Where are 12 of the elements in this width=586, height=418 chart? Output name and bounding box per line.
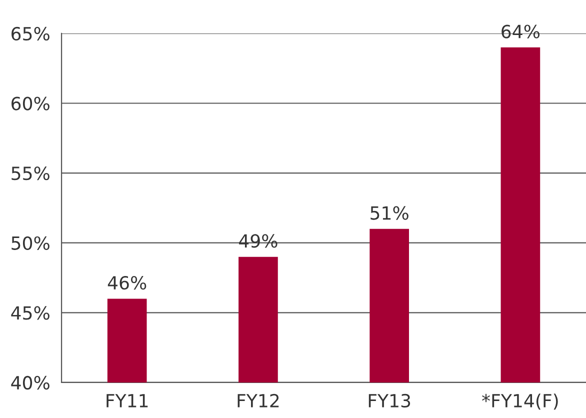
x-tick-label: *FY14(F) bbox=[482, 394, 558, 410]
y-tick-label: 45% bbox=[11, 306, 50, 320]
y-tick-label: 60% bbox=[12, 96, 50, 110]
data-label: 51% bbox=[370, 206, 408, 220]
x-tick-label: FY13 bbox=[368, 394, 410, 408]
y-tick-label: 55% bbox=[12, 166, 50, 180]
x-tick-label: FY11 bbox=[106, 394, 148, 408]
data-label: 46% bbox=[108, 276, 146, 290]
y-tick-label: 40% bbox=[11, 376, 50, 390]
y-tick-label: 65% bbox=[12, 26, 50, 41]
x-tick-label: FY12 bbox=[238, 394, 279, 408]
y-tick-label: 50% bbox=[12, 236, 50, 250]
